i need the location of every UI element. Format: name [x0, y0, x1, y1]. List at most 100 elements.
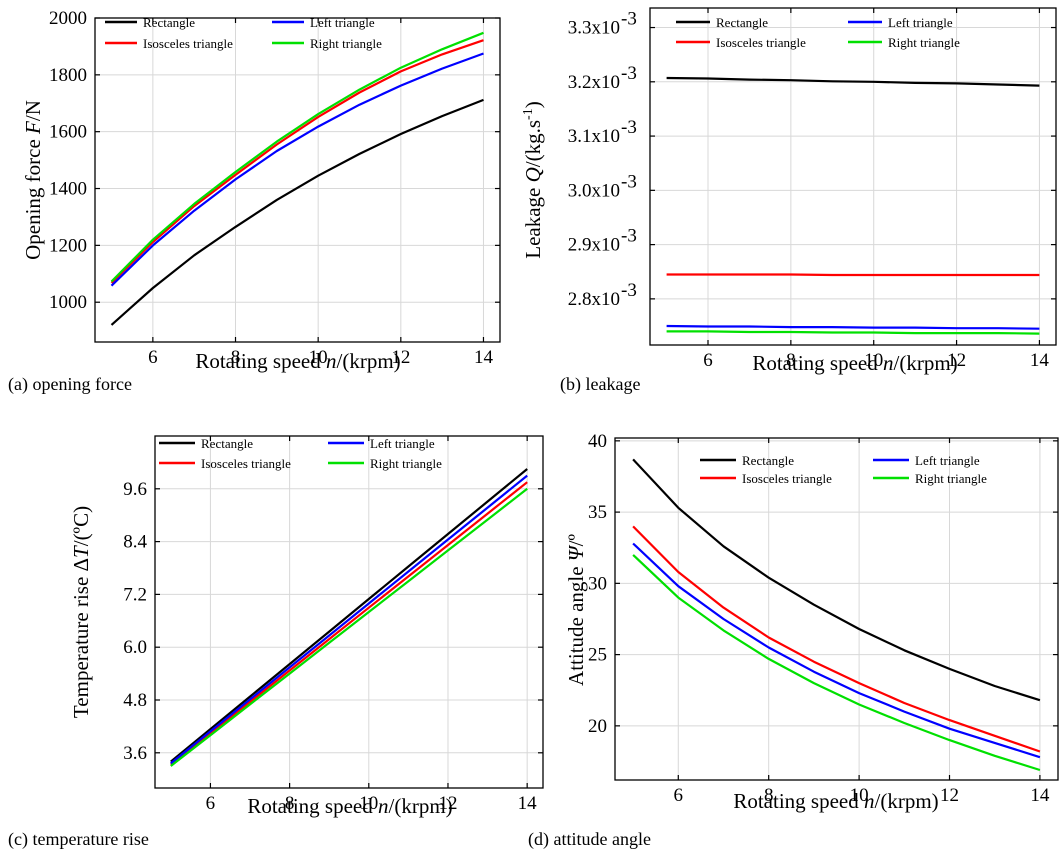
panel-caption: (b) leakage: [560, 374, 640, 395]
legend-label: Right triangle: [915, 471, 987, 486]
y-axis-label: Leakage Q/(kg.s-1): [521, 101, 545, 258]
series-line-left-triangle: [110, 52, 484, 287]
series-line-isosceles-triangle: [666, 273, 1040, 277]
plot-frame: [154, 435, 544, 789]
panel-caption: (a) opening force: [8, 374, 132, 395]
legend-label: Left triangle: [370, 436, 435, 451]
y-axis-label: Temperature rise ΔT/(ºC): [69, 506, 93, 718]
y-tick-label: 1600: [49, 122, 87, 143]
y-tick-label: 3.6: [123, 743, 147, 764]
x-tick-label: 14: [1030, 350, 1050, 371]
series-line-rectangle: [110, 98, 484, 326]
series-group: [110, 31, 484, 326]
x-tick-label: 10: [359, 793, 378, 814]
x-tick-label: 12: [940, 785, 959, 806]
series-line-left-triangle: [666, 324, 1040, 330]
chart-panel-2: 6 8 10 12 14 3.6 4.8 6.0 7.2 8.4 9.6 Rotating speed…: [8, 435, 544, 850]
y-tick-label: 35: [588, 502, 607, 523]
y-axis-label: Opening force F/N: [21, 100, 45, 260]
legend-label: Left triangle: [915, 453, 980, 468]
y-tick-label: 1800: [49, 65, 87, 86]
y-tick-label: 30: [588, 573, 607, 594]
y-tick-label: 6.0: [123, 637, 147, 658]
series-line-left-triangle: [170, 474, 528, 765]
x-tick-label: 6: [703, 350, 713, 371]
y-tick-label: 2000: [49, 8, 87, 29]
series-line-right-triangle: [666, 330, 1040, 335]
legend-label: Right triangle: [310, 36, 382, 51]
y-tick-label: 1400: [49, 179, 87, 200]
y-tick-exponent: -3: [621, 226, 637, 247]
x-tick-label: 10: [850, 785, 869, 806]
y-tick-label: 7.2: [123, 584, 147, 605]
legend-label: Left triangle: [310, 15, 375, 30]
x-tick-label: 8: [786, 350, 796, 371]
legend-label: Isosceles triangle: [201, 456, 291, 471]
x-tick-label: 8: [764, 785, 774, 806]
plot-frame: [649, 7, 1057, 346]
series-line-rectangle: [170, 468, 528, 763]
plot-frame: [94, 17, 501, 343]
x-tick-label: 12: [391, 347, 410, 368]
plot-frame: [614, 437, 1059, 781]
x-tick-label: 6: [148, 347, 158, 368]
y-tick-label: 3.0x10: [568, 180, 620, 201]
series-line-left-triangle: [632, 542, 1041, 759]
x-tick-label: 12: [947, 350, 966, 371]
y-tick-exponent: -3: [621, 9, 637, 30]
y-tick-exponent: -3: [621, 171, 637, 192]
legend-label: Isosceles triangle: [742, 471, 832, 486]
y-tick-label: 20: [588, 716, 607, 737]
legend-label: Rectangle: [201, 436, 253, 451]
legend-label: Left triangle: [888, 15, 953, 30]
y-tick-label: 3.3x10: [568, 18, 620, 39]
x-tick-label: 8: [231, 347, 241, 368]
x-tick-label: 14: [1030, 785, 1050, 806]
x-tick-label: 10: [864, 350, 883, 371]
series-line-isosceles-triangle: [170, 481, 528, 766]
y-tick-label: 1000: [49, 292, 87, 313]
x-tick-label: 12: [438, 793, 457, 814]
legend-label: Isosceles triangle: [143, 36, 233, 51]
x-axis-label: Rotating speed n/(krpm): [733, 789, 938, 813]
y-tick-label: 9.6: [123, 479, 147, 500]
series-group: [666, 76, 1040, 335]
y-tick-label: 25: [588, 645, 607, 666]
series-line-isosceles-triangle: [632, 525, 1041, 753]
legend-label: Rectangle: [716, 15, 768, 30]
series-line-rectangle: [666, 76, 1040, 87]
series-line-isosceles-triangle: [110, 39, 484, 284]
y-tick-exponent: -3: [621, 63, 637, 84]
y-tick-exponent: -3: [621, 117, 637, 138]
series-group: [170, 468, 528, 767]
x-axis-label: Rotating speed n/(krpm): [752, 351, 957, 375]
legend-label: Isosceles triangle: [716, 35, 806, 50]
y-tick-label: 2.9x10: [568, 235, 620, 256]
y-axis-label: Attitude angle Ψ/º: [564, 534, 588, 686]
chart-panel-1: 6 8 10 12 142.8x10 -32.9x10 -33.0x10 -33.1x10 -3…: [521, 7, 1057, 395]
legend-label: Rectangle: [143, 15, 195, 30]
series-group: [632, 458, 1041, 772]
x-tick-label: 14: [474, 347, 494, 368]
y-tick-label: 2.8x10: [568, 289, 620, 310]
panel-caption: (d) attitude angle: [528, 829, 651, 850]
series-line-right-triangle: [110, 31, 484, 283]
x-tick-label: 8: [285, 793, 295, 814]
y-tick-label: 3.1x10: [568, 126, 620, 147]
series-line-right-triangle: [170, 487, 528, 767]
legend-label: Right triangle: [370, 456, 442, 471]
chart-panel-3: 6 8 10 12 14 20 25 30 35 40 Rotating speed n/(krpm…: [528, 431, 1059, 850]
legend-label: Rectangle: [742, 453, 794, 468]
x-axis-label: Rotating speed n/(krpm): [195, 349, 400, 373]
y-tick-label: 8.4: [123, 532, 147, 553]
panel-caption: (c) temperature rise: [8, 829, 149, 850]
x-tick-label: 6: [206, 793, 216, 814]
x-tick-label: 6: [674, 785, 684, 806]
x-axis-label: Rotating speed n/(krpm): [247, 794, 452, 818]
y-tick-exponent: -3: [621, 280, 637, 301]
legend-label: Right triangle: [888, 35, 960, 50]
series-line-rectangle: [632, 458, 1041, 702]
y-tick-label: 4.8: [123, 690, 147, 711]
chart-panel-0: 6 8 10 12 14 1000 1200 1400 1600 1800 2000 Rotating…: [8, 8, 501, 395]
